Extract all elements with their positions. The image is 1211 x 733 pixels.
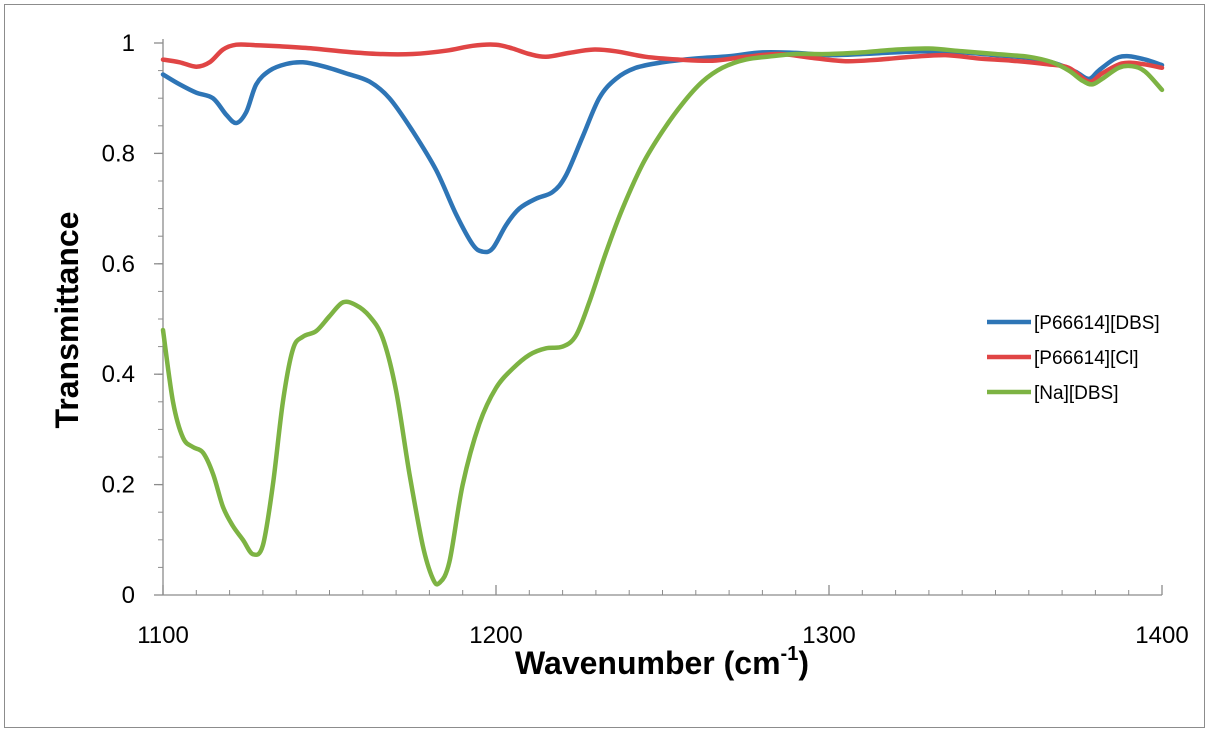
legend-label-p66614-dbs: [P66614][DBS] [1034, 313, 1160, 334]
x-axis-title: Wavenumber (cm-1) [515, 643, 809, 681]
x-tick-label: 1100 [137, 622, 189, 649]
legend: [P66614][DBS] [P66614][Cl] [Na][DBS] [987, 313, 1160, 404]
x-axis-title-suffix: ) [798, 645, 809, 681]
y-tick-label: 0.8 [102, 140, 135, 167]
axes [154, 39, 1163, 596]
series-line-p66614-dbs [160, 49, 1165, 255]
series-lines [160, 42, 1165, 587]
chart-frame [4, 4, 1205, 728]
x-tick-label: 1300 [802, 622, 855, 649]
series-line-na-dbs [160, 46, 1165, 587]
y-tick-label: 0.6 [102, 251, 135, 278]
y-axis-title: Transmittance [49, 212, 85, 429]
tick-labels: 0 0.2 0.4 0.6 0.8 1 1100 1200 1300 1400 [102, 30, 1189, 649]
x-tick-label: 1200 [469, 622, 522, 649]
y-tick-label: 0.2 [102, 472, 135, 499]
y-tick-label: 1 [122, 30, 135, 57]
x-axis-title-superscript: -1 [781, 643, 799, 665]
x-tick-label: 1400 [1135, 622, 1188, 649]
x-axis-title-main: Wavenumber (cm [515, 645, 781, 681]
y-tick-label: 0.4 [102, 361, 135, 388]
legend-label-na-dbs: [Na][DBS] [1034, 383, 1118, 404]
series-line-p66614-cl [160, 42, 1165, 84]
y-tick-label: 0 [122, 582, 135, 609]
legend-label-p66614-cl: [P66614][Cl] [1034, 348, 1139, 369]
